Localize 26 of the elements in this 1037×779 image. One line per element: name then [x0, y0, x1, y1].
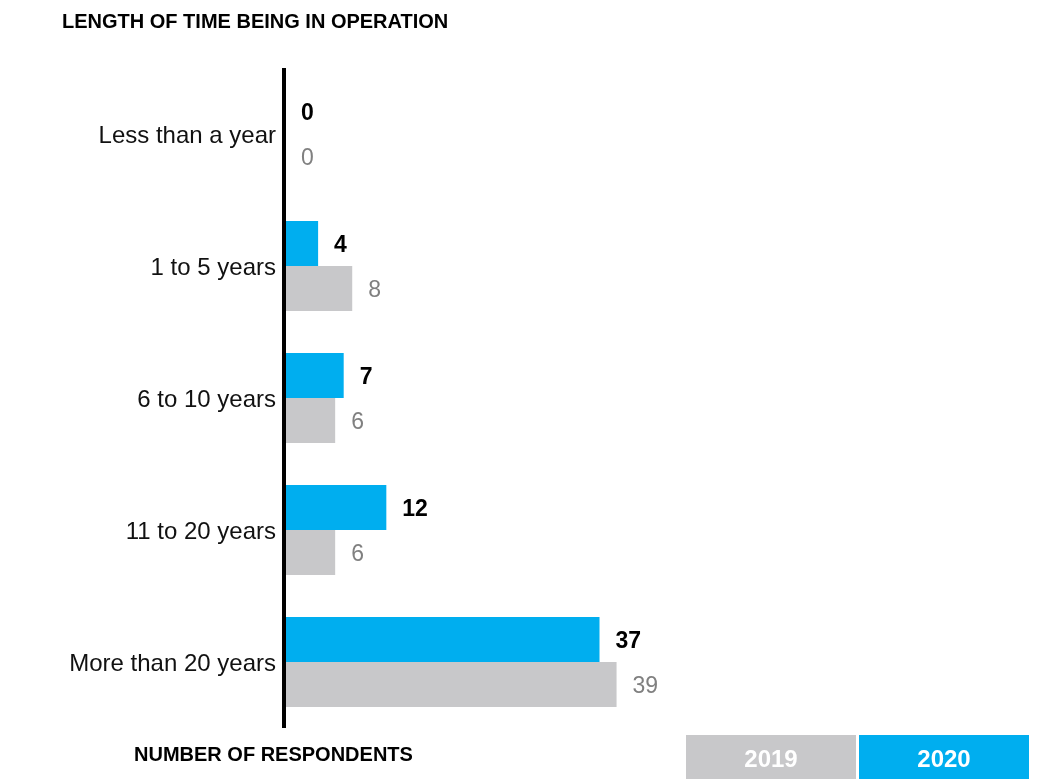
data-label: 4	[334, 230, 348, 257]
data-label: 6	[351, 407, 364, 434]
bar	[284, 530, 336, 575]
data-label: 7	[359, 362, 373, 389]
bar	[284, 485, 387, 530]
data-label: 8	[368, 275, 382, 302]
chart-title: LENGTH OF TIME BEING IN OPERATION	[62, 10, 449, 33]
bar	[284, 266, 353, 311]
y-tick-label: 1 to 5 years	[150, 252, 276, 280]
data-label: 37	[615, 626, 642, 653]
y-tick-label: 6 to 10 years	[137, 384, 276, 412]
x-axis-title: NUMBER OF RESPONDENTS	[134, 743, 413, 766]
text: 2020	[859, 735, 1029, 779]
bar	[284, 662, 617, 707]
data-label: 0	[301, 143, 314, 170]
data-label: 39	[632, 671, 659, 698]
data-label: 12	[402, 494, 428, 521]
y-tick-label: 11 to 20 years	[125, 516, 276, 544]
bar	[284, 617, 600, 662]
y-tick-label: More than 20 years	[69, 648, 276, 676]
data-label: 6	[351, 539, 364, 566]
bar	[284, 353, 344, 398]
y-tick-label: Less than a year	[98, 120, 276, 148]
data-label: 0	[301, 98, 314, 125]
bar	[284, 221, 319, 266]
bar	[284, 398, 336, 443]
